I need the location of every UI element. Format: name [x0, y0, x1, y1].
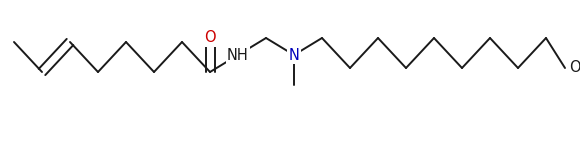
Text: N: N — [289, 48, 299, 63]
Text: OH: OH — [569, 60, 580, 75]
Text: O: O — [204, 30, 216, 45]
Text: NH: NH — [227, 48, 249, 63]
